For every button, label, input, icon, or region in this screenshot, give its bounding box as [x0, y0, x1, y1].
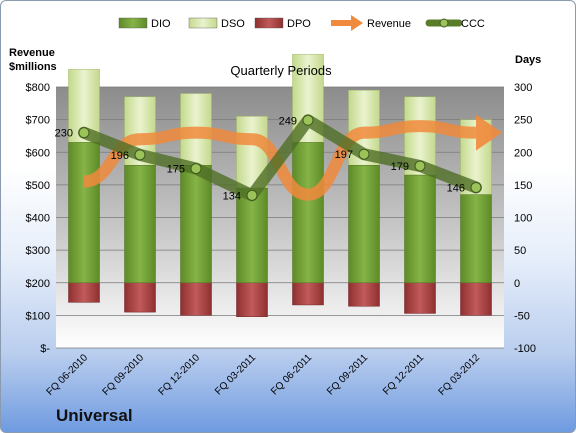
legend-label-ccc: CCC [461, 18, 485, 30]
x-tick-label: FQ 06-2010 [45, 352, 91, 398]
dpo-bar [68, 282, 100, 303]
ccc-data-label: 179 [391, 161, 409, 173]
ccc-data-label: 230 [55, 128, 73, 140]
company-name: Universal [56, 406, 133, 425]
dpo-bar [460, 282, 492, 316]
right-tick-label: 100 [514, 213, 532, 225]
ccc-point [414, 160, 426, 172]
right-tick-label: 50 [514, 245, 526, 257]
legend-label-revenue: Revenue [367, 18, 411, 30]
dio-bar [348, 165, 380, 283]
revenue-arrowhead [476, 114, 502, 151]
dio-bar [124, 165, 156, 283]
ccc-data-label: 197 [335, 149, 353, 161]
ccc-point [190, 163, 202, 175]
dpo-bar [236, 282, 268, 317]
right-tick-label: 200 [514, 147, 532, 159]
right-tick-label: 300 [514, 82, 532, 94]
dpo-bar [292, 282, 324, 306]
ccc-line [78, 114, 482, 202]
ccc-point [246, 189, 258, 201]
x-tick-label: FQ 12-2010 [157, 352, 203, 398]
right-tick-label: -100 [514, 343, 536, 355]
x-tick-label: FQ 03-2012 [437, 352, 483, 398]
ccc-point [78, 127, 90, 139]
ccc-point [134, 149, 146, 161]
legend-label-dio: DIO [151, 18, 171, 30]
dpo-bar [348, 282, 380, 307]
left-axis-title-line1: Revenue [9, 47, 55, 59]
x-tick-label: FQ 03-2011 [213, 352, 258, 397]
left-tick-label: $100 [26, 310, 50, 322]
ccc-data-label: 249 [279, 115, 297, 127]
left-axis-title-line2: $millions [9, 61, 57, 73]
left-tick-label: $- [40, 343, 50, 355]
ccc-point [358, 148, 370, 160]
dio-bar [460, 194, 492, 284]
ccc-point [470, 181, 482, 193]
right-tick-label: 0 [514, 278, 520, 290]
left-tick-label: $200 [26, 278, 50, 290]
dpo-bar [124, 282, 156, 313]
left-tick-label: $800 [26, 82, 50, 94]
left-tick-label: $600 [26, 147, 50, 159]
legend-marker-ccc [439, 18, 449, 28]
x-tick-label: FQ 12-2011 [381, 352, 426, 397]
dio-bar [236, 187, 268, 283]
right-tick-label: 250 [514, 115, 532, 127]
x-tick-label: FQ 09-2010 [101, 352, 147, 398]
ccc-data-label: 175 [167, 164, 185, 176]
legend-label-dso: DSO [221, 18, 245, 30]
left-tick-label: $300 [26, 245, 50, 257]
dpo-bar [404, 282, 436, 314]
left-tick-label: $400 [26, 213, 50, 225]
dio-bar [404, 174, 436, 283]
legend-label-dpo: DPO [287, 18, 311, 30]
legend-swatch-revenue [331, 15, 363, 31]
dio-bar [180, 165, 212, 283]
right-axis-title: Days [515, 54, 541, 66]
ccc-point [302, 114, 314, 126]
dio-bar [292, 142, 324, 283]
chart-title: Quarterly Periods [230, 63, 332, 78]
left-tick-label: $500 [26, 180, 50, 192]
legend-swatch-dso [188, 17, 218, 29]
dpo-bar [180, 282, 212, 316]
right-tick-label: 150 [514, 180, 532, 192]
ccc-data-label: 196 [111, 150, 129, 162]
x-tick-label: FQ 06-2011 [269, 352, 314, 397]
ccc-data-label: 134 [223, 190, 241, 202]
legend-swatch-dpo [254, 17, 284, 29]
dso-bar [236, 116, 268, 189]
legend-swatch-dio [118, 17, 148, 29]
x-tick-label: FQ 09-2011 [325, 352, 370, 397]
ccc-data-label: 146 [447, 182, 465, 194]
revenue-line [83, 120, 477, 201]
dio-bar [68, 142, 100, 283]
left-tick-label: $700 [26, 115, 50, 127]
right-tick-label: -50 [514, 310, 530, 322]
